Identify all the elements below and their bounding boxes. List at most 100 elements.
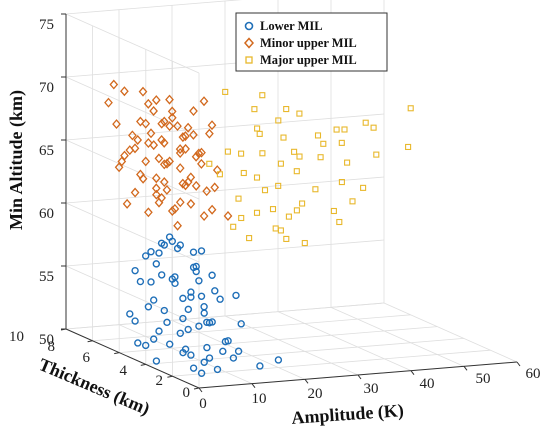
y-tick-mark: [140, 363, 146, 366]
point-minor-upper-mil: [202, 186, 212, 197]
point-lower-mil: [232, 291, 240, 300]
point-minor-upper-mil: [109, 79, 119, 90]
point-lower-mil: [187, 351, 195, 359]
point-major-upper-mil: [259, 92, 266, 99]
point-lower-mil: [211, 287, 219, 295]
point-lower-mil: [152, 260, 161, 268]
point-major-upper-mil: [251, 106, 258, 113]
point-major-upper-mil: [299, 200, 306, 207]
floor-grid-line: [92, 314, 411, 342]
point-minor-upper-mil: [175, 197, 185, 208]
x-tick-mark: [304, 379, 309, 384]
point-lower-mil: [165, 340, 174, 348]
point-major-upper-mil: [320, 140, 327, 147]
point-minor-upper-mil: [181, 180, 190, 191]
left-wall-grid-line: [65, 13, 200, 74]
point-major-upper-mil: [277, 227, 284, 234]
point-major-upper-mil: [336, 218, 343, 226]
point-minor-upper-mil: [189, 106, 198, 117]
point-major-upper-mil: [338, 139, 345, 146]
point-major-upper-mil: [285, 213, 292, 220]
floor-grid-line: [171, 319, 306, 380]
point-major-upper-mil: [275, 182, 282, 189]
left-wall-grid-line: [65, 139, 200, 200]
point-major-upper-mil: [405, 143, 412, 151]
point-lower-mil: [147, 278, 155, 286]
point-minor-upper-mil: [157, 192, 166, 203]
point-lower-mil: [256, 362, 264, 370]
floor-grid-line: [224, 315, 359, 376]
point-lower-mil: [152, 357, 161, 365]
legend-label-major-upper-mil: Major upper MIL: [260, 53, 357, 67]
point-lower-mil: [136, 277, 145, 286]
floor-grid-line: [145, 338, 464, 365]
point-major-upper-mil: [312, 186, 319, 193]
x-axis-label: Amplitude (K): [291, 400, 405, 429]
y-tick-mark: [87, 340, 93, 343]
point-minor-upper-mil: [173, 220, 182, 231]
legend-label-minor-upper-mil: Minor upper MIL: [260, 36, 357, 50]
floor-grid-line: [383, 302, 518, 363]
point-minor-upper-mil: [186, 198, 196, 209]
point-lower-mil: [189, 364, 198, 372]
point-minor-upper-mil: [186, 172, 196, 183]
point-minor-upper-mil: [128, 130, 137, 141]
point-major-upper-mil: [370, 124, 377, 131]
x-tick-mark: [198, 387, 203, 393]
point-minor-upper-mil: [167, 206, 177, 217]
y-axis-label: Thickness (km): [35, 354, 152, 420]
point-major-upper-mil: [349, 198, 356, 205]
point-lower-mil: [203, 343, 211, 352]
point-lower-mil: [195, 277, 203, 285]
point-lower-mil: [205, 354, 214, 362]
point-lower-mil: [155, 249, 163, 257]
point-minor-upper-mil: [114, 162, 124, 173]
point-lower-mil: [168, 275, 177, 283]
point-lower-mil: [155, 327, 163, 335]
point-lower-mil: [237, 320, 245, 328]
point-minor-upper-mil: [122, 198, 132, 209]
point-major-upper-mil: [360, 184, 367, 191]
x-tick-mark: [357, 374, 362, 380]
x-tick-label: 20: [308, 386, 323, 402]
point-lower-mil: [165, 233, 174, 241]
point-minor-upper-mil: [162, 158, 172, 169]
point-lower-mil: [179, 314, 187, 323]
floor-grid-line: [119, 326, 438, 353]
point-major-upper-mil: [269, 206, 277, 213]
y-tick-label: 8: [48, 339, 56, 355]
point-minor-upper-mil: [205, 128, 214, 139]
point-major-upper-mil: [230, 223, 237, 230]
back-wall-grid-line: [65, 0, 243, 15]
point-major-upper-mil: [373, 151, 380, 158]
point-minor-upper-mil: [120, 150, 129, 161]
y-tick-label: 6: [83, 350, 91, 366]
point-major-upper-mil: [407, 105, 414, 112]
point-lower-mil: [208, 271, 216, 279]
point-minor-upper-mil: [167, 112, 177, 123]
point-major-upper-mil: [338, 178, 345, 186]
point-minor-upper-mil: [181, 131, 190, 142]
left-wall-grid-line: [65, 202, 200, 263]
point-lower-mil: [131, 317, 139, 325]
point-minor-upper-mil: [141, 118, 151, 129]
point-minor-upper-mil: [159, 137, 169, 148]
point-minor-upper-mil: [146, 128, 156, 139]
x-tick-mark: [463, 366, 468, 371]
x-tick-label: 0: [199, 396, 207, 412]
point-minor-upper-mil: [197, 158, 206, 169]
y-tick-mark: [167, 375, 173, 378]
point-lower-mil: [157, 271, 166, 279]
point-lower-mil: [126, 310, 134, 318]
point-minor-upper-mil: [175, 163, 185, 174]
point-minor-upper-mil: [151, 173, 161, 184]
point-lower-mil: [234, 347, 243, 355]
point-major-upper-mil: [330, 207, 337, 215]
point-major-upper-mil: [283, 106, 290, 113]
point-major-upper-mil: [314, 132, 322, 139]
point-major-upper-mil: [238, 214, 245, 222]
point-lower-mil: [187, 288, 195, 296]
point-minor-upper-mil: [149, 140, 159, 151]
left-wall-grid-line: [65, 76, 200, 137]
